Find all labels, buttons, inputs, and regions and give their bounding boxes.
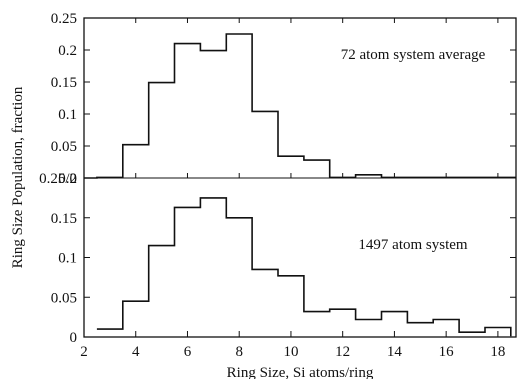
top-panel-y-ticks: 0.05 0.1 0.15 0.2 0.25 bbox=[51, 11, 516, 155]
x-tick-label: 10 bbox=[283, 344, 298, 360]
x-axis-ticks: 2 4 6 8 10 12 14 16 18 bbox=[80, 18, 505, 360]
top-panel-histogram-line bbox=[84, 33, 516, 179]
y-tick-label: 0.2 bbox=[58, 43, 77, 59]
bottom-panel-histogram-line bbox=[96, 197, 512, 337]
x-tick-label: 8 bbox=[235, 344, 243, 360]
bottom-panel-annotation: 1497 atom system bbox=[358, 237, 467, 253]
bottom-panel-y-ticks: 0 0.05 0.1 0.15 0.2 bbox=[51, 171, 516, 346]
x-tick-label: 4 bbox=[132, 344, 140, 360]
x-tick-label: 18 bbox=[490, 344, 505, 360]
x-axis-title: Ring Size, Si atoms/ring bbox=[227, 365, 374, 379]
y-tick-label: 0.2 bbox=[58, 171, 77, 187]
x-tick-label: 16 bbox=[439, 344, 455, 360]
x-tick-label: 6 bbox=[184, 344, 192, 360]
y-tick-label: 0.25 bbox=[51, 11, 77, 27]
y-tick-label: 0.15 bbox=[51, 211, 77, 227]
y-tick-label: 0.1 bbox=[58, 251, 77, 267]
y-axis-title: Ring Size Population, fraction bbox=[10, 86, 26, 268]
shared-boundary-tick-label: 0.25/0 bbox=[39, 171, 77, 187]
y-tick-label: 0.05 bbox=[51, 290, 77, 306]
x-tick-label: 14 bbox=[387, 344, 403, 360]
y-tick-label: 0.05 bbox=[51, 139, 77, 155]
y-tick-label: 0 bbox=[70, 330, 78, 346]
x-tick-label: 12 bbox=[335, 344, 350, 360]
x-tick-label: 2 bbox=[80, 344, 88, 360]
y-tick-label: 0.15 bbox=[51, 75, 77, 91]
y-tick-label: 0.1 bbox=[58, 107, 77, 123]
top-panel-annotation: 72 atom system average bbox=[341, 47, 486, 63]
